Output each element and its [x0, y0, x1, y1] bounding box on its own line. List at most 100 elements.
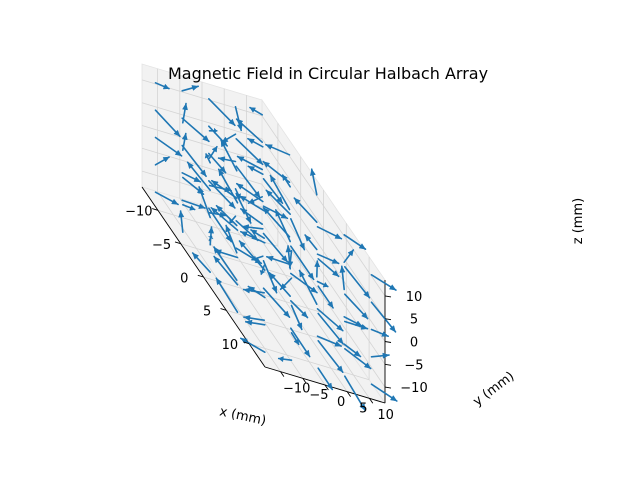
- field-arrow-head: [266, 255, 274, 262]
- field-arrow-head: [358, 243, 367, 250]
- field-arrow-head: [331, 270, 340, 277]
- field-arrow: [154, 156, 170, 166]
- x-tick: [152, 208, 159, 211]
- field-arrow: [317, 312, 344, 345]
- x-tick: [220, 308, 227, 311]
- z-tick-label: 0: [410, 336, 418, 351]
- field-arrow-head: [218, 168, 225, 177]
- field-arrow-shaft: [235, 165, 261, 199]
- field-arrow: [240, 337, 266, 354]
- field-arrow: [316, 253, 340, 265]
- field-arrow: [181, 144, 207, 178]
- field-arrow-head: [245, 319, 253, 326]
- field-arrow: [154, 82, 170, 90]
- field-arrow: [343, 343, 362, 358]
- field-arrow-head: [236, 183, 244, 190]
- field-arrow-head: [331, 258, 340, 264]
- field-arrow-head: [382, 352, 390, 359]
- field-arrow-head: [191, 85, 199, 91]
- z-tick-label: 5: [410, 313, 418, 328]
- field-arrow-head: [359, 403, 366, 411]
- field-arrow-shaft: [370, 301, 397, 333]
- field-arrow-head: [361, 312, 369, 320]
- field-arrow-shaft: [238, 240, 266, 272]
- y-tick-label: −5: [309, 388, 328, 403]
- field-arrow-head: [271, 285, 277, 294]
- y-tick: [324, 384, 329, 391]
- field-arrow: [217, 168, 239, 204]
- field-arrow: [213, 255, 239, 286]
- field-arrow: [242, 287, 266, 294]
- field-arrow-head: [217, 156, 226, 163]
- y-tick: [369, 398, 374, 404]
- field-arrow-head: [240, 337, 248, 344]
- field-arrow: [370, 328, 390, 338]
- field-arrow-head: [360, 323, 369, 330]
- field-arrows: [154, 82, 398, 412]
- field-arrow-head: [211, 146, 218, 153]
- field-arrow-head: [309, 168, 316, 176]
- field-arrow: [235, 138, 264, 166]
- field-arrow: [178, 210, 185, 233]
- field-arrow: [208, 152, 227, 174]
- grid-line-z: [261, 161, 386, 342]
- field-arrow: [220, 139, 238, 172]
- field-arrow-head: [216, 205, 224, 213]
- field-arrow-shaft: [208, 180, 236, 209]
- field-arrow: [370, 301, 397, 333]
- field-arrow-head: [171, 198, 179, 205]
- field-arrow: [181, 117, 210, 143]
- grid-line-z: [261, 206, 386, 388]
- field-arrow-head: [228, 201, 236, 209]
- field-arrow: [316, 226, 343, 240]
- x-axis-label: x (mm): [218, 404, 267, 429]
- field-arrow-head: [237, 156, 245, 163]
- x-tick: [174, 241, 181, 245]
- field-arrow: [265, 255, 291, 266]
- field-arrow-shaft: [217, 168, 239, 204]
- field-arrow: [208, 145, 218, 159]
- field-arrow-head: [182, 102, 188, 111]
- field-arrow: [182, 102, 188, 124]
- field-arrow-shaft: [343, 375, 366, 412]
- field-arrow: [293, 197, 318, 223]
- field-arrow: [289, 218, 306, 251]
- field-arrow-head: [299, 242, 305, 251]
- field-arrow-head: [389, 395, 398, 402]
- field-arrow: [154, 191, 179, 206]
- z-tick: [384, 318, 392, 321]
- field-arrow: [262, 205, 289, 220]
- field-arrow: [287, 250, 294, 269]
- field-arrow-head: [301, 310, 308, 318]
- field-arrow: [343, 347, 372, 370]
- field-arrow-head: [280, 212, 288, 219]
- field-arrow-head: [220, 139, 227, 148]
- field-arrow-head: [253, 190, 261, 199]
- x-tick-label: −10: [125, 205, 152, 220]
- field-arrow: [238, 240, 266, 272]
- y-tick-label: −10: [283, 382, 310, 397]
- field-arrow-head: [173, 129, 181, 137]
- y-axis-label: y (mm): [470, 369, 517, 409]
- field-arrow: [191, 252, 211, 274]
- field-arrow-head: [265, 144, 273, 150]
- y-tick-label: 10: [377, 408, 394, 423]
- z-tick: [384, 295, 392, 298]
- field-arrow-head: [381, 331, 389, 337]
- field-arrow-head: [363, 362, 372, 369]
- field-arrow: [214, 249, 239, 259]
- field-arrow: [181, 172, 202, 183]
- grid-line-y: [179, 198, 304, 379]
- field-arrow-head: [363, 290, 370, 299]
- field-arrow-head: [334, 233, 342, 239]
- field-arrow-shaft: [317, 339, 344, 374]
- field-arrow: [238, 195, 266, 212]
- field-arrow-head: [181, 132, 188, 141]
- field-arrow-head: [388, 284, 397, 291]
- field-arrow: [343, 320, 369, 330]
- field-arrow-head: [162, 156, 170, 163]
- field-arrow: [262, 232, 289, 263]
- field-arrow: [343, 234, 367, 250]
- field-arrow-head: [347, 249, 354, 257]
- field-arrow-head: [247, 166, 256, 172]
